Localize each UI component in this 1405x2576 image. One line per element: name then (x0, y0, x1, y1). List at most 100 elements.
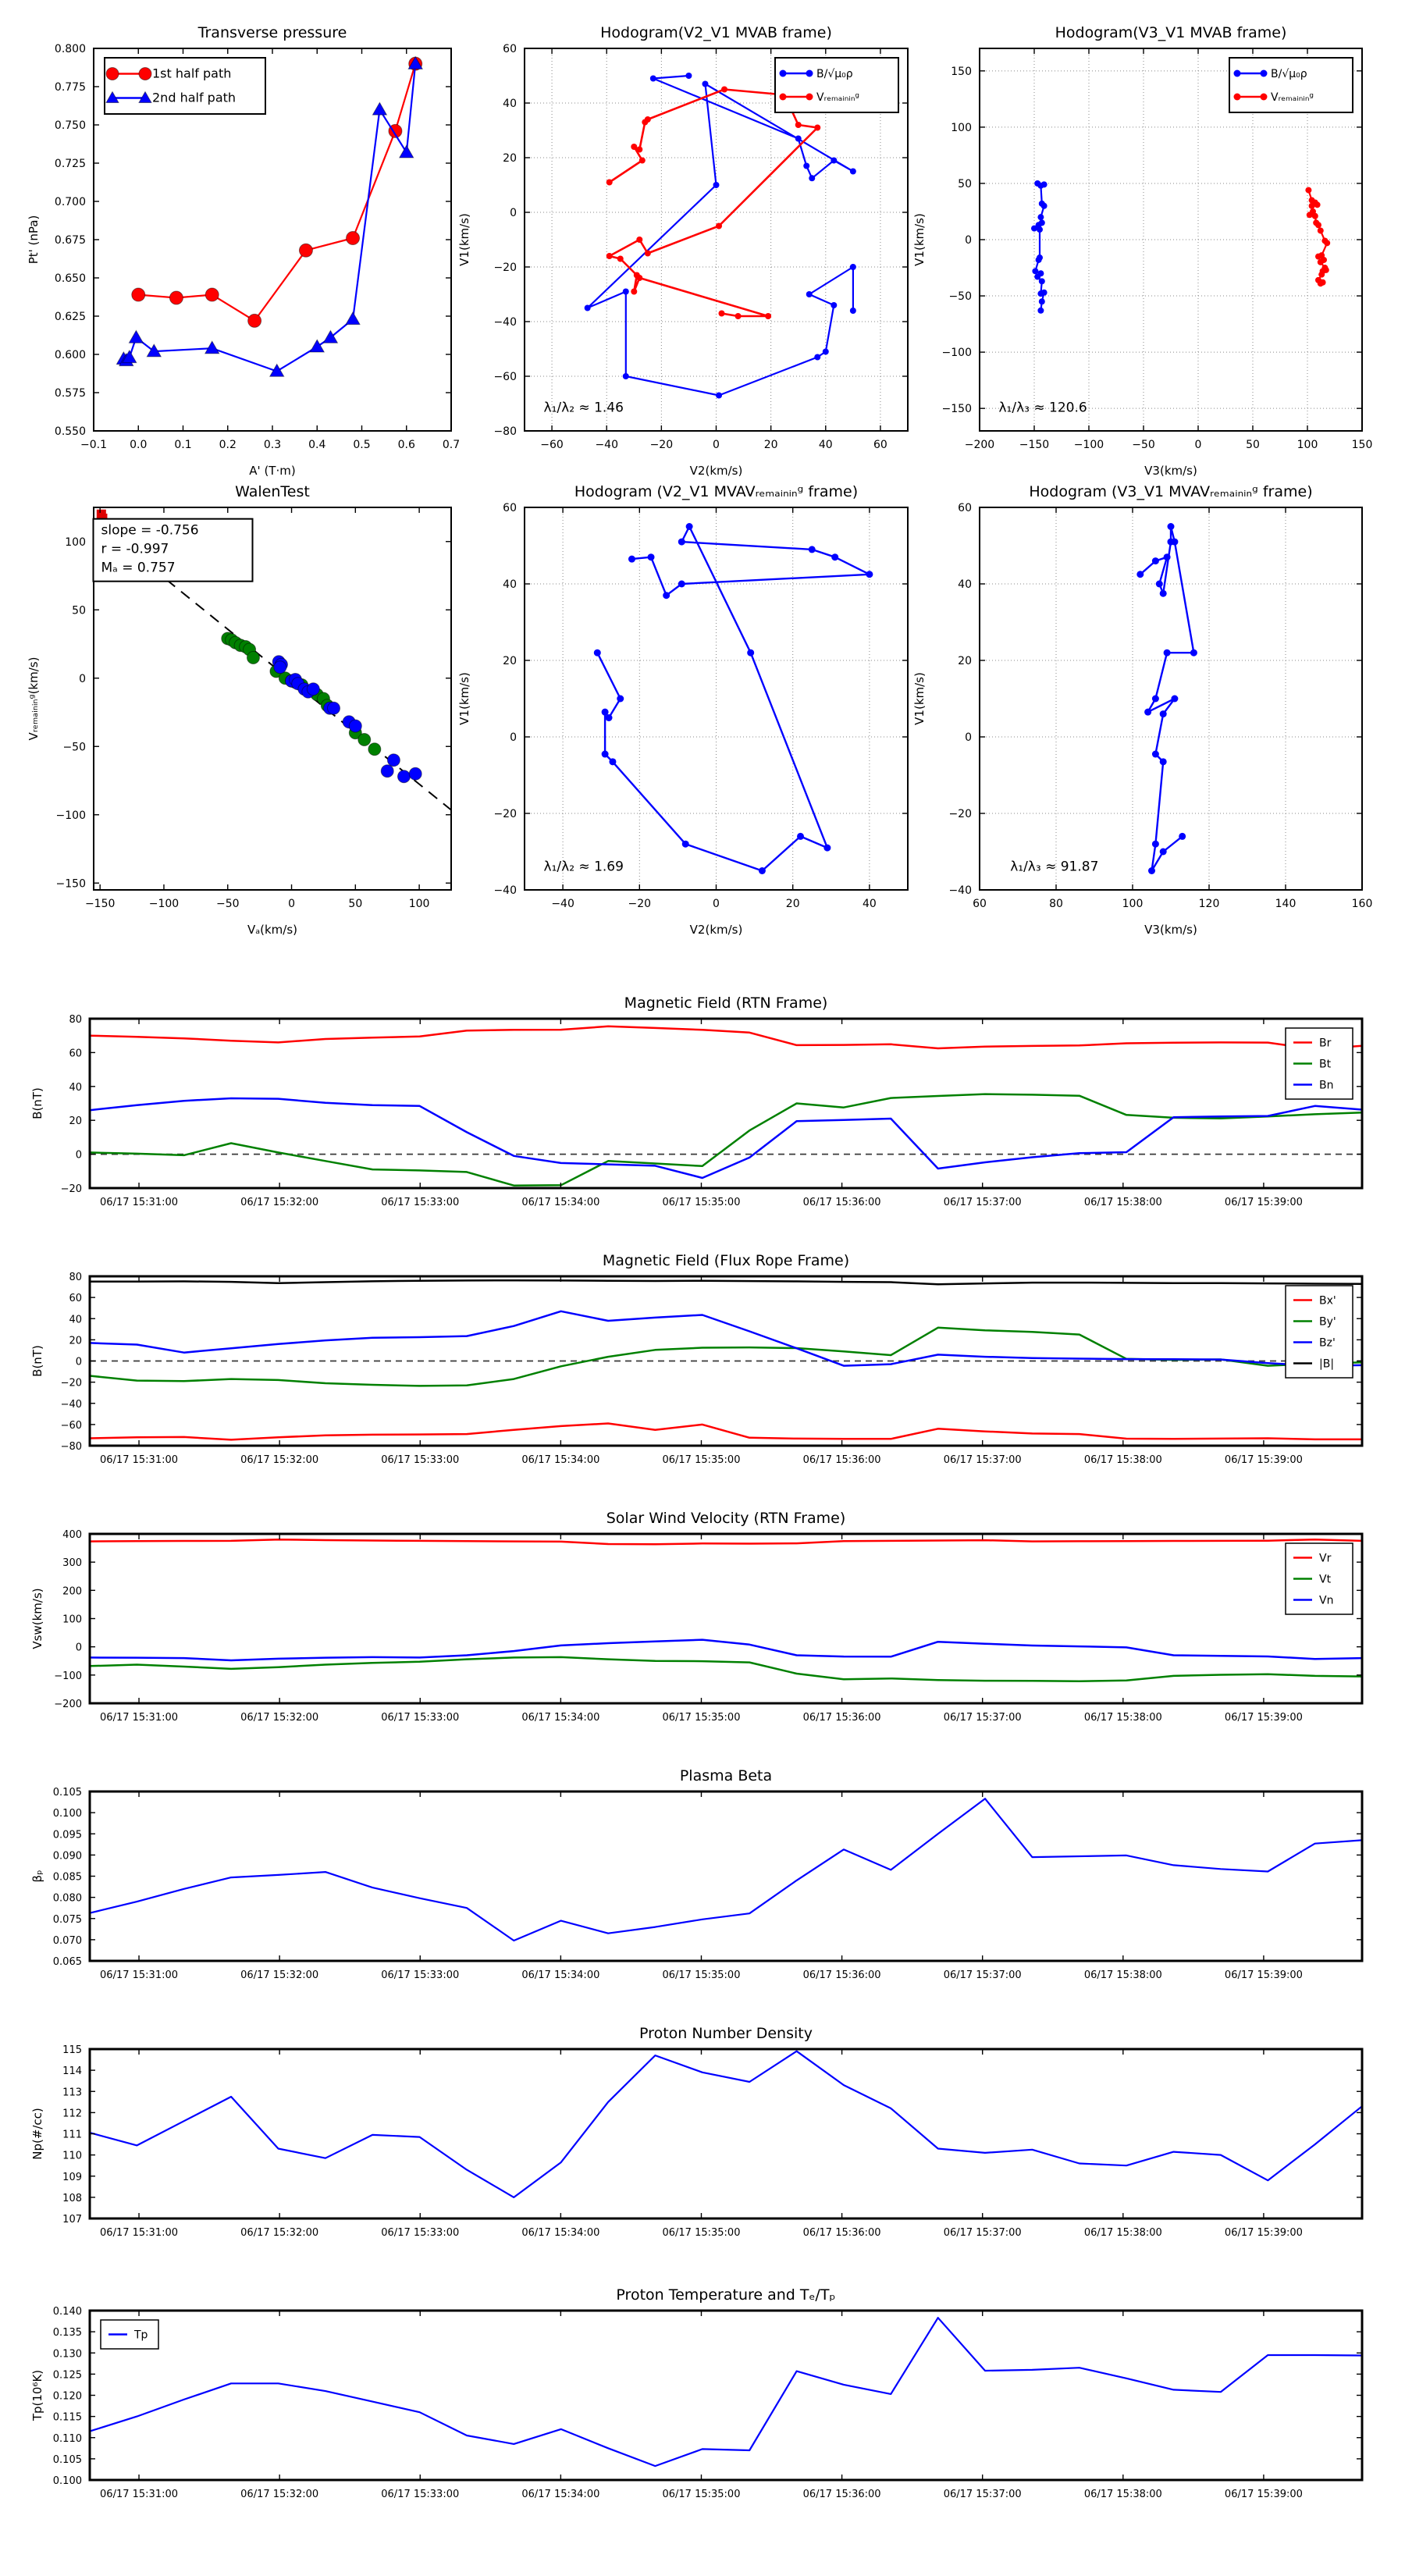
svg-text:λ₁/λ₃ ≈ 91.87: λ₁/λ₃ ≈ 91.87 (1010, 859, 1098, 875)
svg-text:06/17 15:38:00: 06/17 15:38:00 (1084, 1197, 1162, 1208)
svg-text:−40: −40 (493, 884, 517, 897)
svg-text:0: 0 (76, 1642, 82, 1654)
svg-text:Magnetic Field (Flux Rope Fram: Magnetic Field (Flux Rope Frame) (603, 1252, 849, 1269)
svg-text:60: 60 (958, 502, 972, 514)
svg-text:−40: −40 (551, 898, 574, 910)
svg-text:40: 40 (958, 578, 972, 591)
svg-text:06/17 15:32:00: 06/17 15:32:00 (240, 1969, 318, 1981)
svg-text:−60: −60 (540, 439, 564, 451)
svg-text:06/17 15:35:00: 06/17 15:35:00 (662, 2227, 740, 2239)
svg-text:0.095: 0.095 (53, 1829, 82, 1841)
svg-text:06/17 15:36:00: 06/17 15:36:00 (803, 1197, 881, 1208)
svg-text:06/17 15:31:00: 06/17 15:31:00 (100, 2489, 178, 2500)
svg-text:Plasma Beta: Plasma Beta (680, 1767, 772, 1784)
svg-text:−40: −40 (61, 1399, 82, 1411)
svg-text:06/17 15:37:00: 06/17 15:37:00 (944, 1712, 1022, 1724)
svg-text:06/17 15:38:00: 06/17 15:38:00 (1084, 1454, 1162, 1466)
chart-vsw-rtn: 06/17 15:31:00 06/17 15:32:00 06/17 15:33:… (30, 1510, 1364, 1724)
svg-text:40: 40 (69, 1082, 82, 1094)
svg-text:λ₁/λ₂ ≈ 1.46: λ₁/λ₂ ≈ 1.46 (544, 400, 624, 416)
svg-text:0.105: 0.105 (53, 2454, 82, 2466)
svg-text:06/17 15:31:00: 06/17 15:31:00 (100, 1454, 178, 1466)
svg-text:06/17 15:38:00: 06/17 15:38:00 (1084, 1712, 1162, 1724)
svg-text:−150: −150 (942, 403, 972, 415)
chart-plasma-beta: 06/17 15:31:00 06/17 15:32:00 06/17 15:33:… (30, 1767, 1364, 1981)
svg-text:slope = -0.756: slope = -0.756 (101, 523, 198, 539)
svg-text:Vt: Vt (1319, 1574, 1332, 1586)
svg-text:Vr: Vr (1319, 1553, 1332, 1565)
svg-text:200: 200 (62, 1585, 82, 1597)
svg-text:107: 107 (62, 2214, 82, 2226)
svg-text:100: 100 (951, 122, 972, 134)
chart-proton-temp: 06/17 15:31:00 06/17 15:32:00 06/17 15:33:… (30, 2286, 1364, 2500)
svg-text:06/17 15:36:00: 06/17 15:36:00 (803, 1969, 881, 1981)
svg-text:1st half path: 1st half path (152, 66, 231, 81)
svg-text:0: 0 (965, 731, 972, 744)
svg-text:0: 0 (76, 1357, 82, 1368)
svg-text:V1(km/s): V1(km/s) (912, 213, 927, 266)
svg-text:60: 60 (69, 1293, 82, 1304)
svg-text:−100: −100 (1074, 439, 1104, 451)
svg-text:06/17 15:39:00: 06/17 15:39:00 (1225, 1712, 1303, 1724)
svg-text:Tp: Tp (133, 2329, 148, 2342)
svg-text:0.130: 0.130 (53, 2348, 82, 2360)
svg-text:V1(km/s): V1(km/s) (457, 672, 471, 725)
svg-text:−200: −200 (965, 439, 994, 451)
svg-text:0.1: 0.1 (174, 439, 191, 451)
svg-text:120: 120 (1199, 898, 1220, 910)
svg-text:0.725: 0.725 (55, 158, 86, 170)
svg-text:300: 300 (62, 1557, 82, 1569)
svg-text:20: 20 (69, 1115, 82, 1127)
svg-text:0.650: 0.650 (55, 272, 86, 285)
svg-text:06/17 15:36:00: 06/17 15:36:00 (803, 2489, 881, 2500)
svg-text:Bn: Bn (1319, 1080, 1333, 1092)
svg-text:0: 0 (713, 439, 720, 451)
svg-text:Vᵣₑₘₐᵢₙᵢₙᵍ: Vᵣₑₘₐᵢₙᵢₙᵍ (1271, 91, 1314, 104)
chart-transverse-pressure: −0.1 0.0 0.1 0.2 0.3 0.4 0.5 0.6 0.7 0.550 0.575 0.… (27, 24, 460, 478)
svg-text:βₚ: βₚ (30, 1870, 44, 1883)
svg-text:Tp(10⁶K): Tp(10⁶K) (30, 2370, 44, 2421)
svg-text:0: 0 (510, 731, 517, 744)
svg-text:60: 60 (503, 502, 517, 514)
svg-text:−40: −40 (493, 316, 517, 329)
svg-text:111: 111 (62, 2129, 82, 2141)
svg-text:40: 40 (69, 1314, 82, 1325)
svg-text:0.125: 0.125 (53, 2369, 82, 2381)
svg-text:112: 112 (62, 2108, 82, 2119)
svg-text:Bt: Bt (1319, 1059, 1332, 1071)
svg-text:2nd half path: 2nd half path (152, 91, 236, 105)
svg-text:40: 40 (503, 98, 517, 110)
svg-text:Vₐ(km/s): Vₐ(km/s) (247, 923, 297, 937)
svg-text:−40: −40 (948, 884, 972, 897)
svg-text:B/√μ₀ρ: B/√μ₀ρ (816, 68, 853, 80)
svg-text:B(nT): B(nT) (30, 1345, 44, 1377)
svg-text:100: 100 (65, 536, 86, 549)
svg-text:06/17 15:37:00: 06/17 15:37:00 (944, 2227, 1022, 2239)
svg-text:−150: −150 (56, 877, 86, 890)
svg-text:−50: −50 (948, 290, 972, 303)
svg-text:0.700: 0.700 (55, 196, 86, 208)
svg-text:−50: −50 (62, 741, 86, 753)
svg-text:06/17 15:31:00: 06/17 15:31:00 (100, 1712, 178, 1724)
svg-text:06/17 15:36:00: 06/17 15:36:00 (803, 1712, 881, 1724)
svg-text:Solar Wind Velocity (RTN Frame: Solar Wind Velocity (RTN Frame) (606, 1510, 846, 1527)
svg-text:V2(km/s): V2(km/s) (690, 923, 743, 937)
svg-text:110: 110 (62, 2151, 82, 2162)
svg-text:80: 80 (69, 1272, 82, 1283)
svg-text:0.080: 0.080 (53, 1893, 82, 1905)
svg-text:06/17 15:39:00: 06/17 15:39:00 (1225, 1969, 1303, 1981)
svg-text:0: 0 (79, 673, 86, 685)
svg-text:06/17 15:33:00: 06/17 15:33:00 (381, 2489, 459, 2500)
svg-text:Br: Br (1319, 1037, 1332, 1050)
svg-text:0.575: 0.575 (55, 387, 86, 400)
svg-text:60: 60 (973, 898, 987, 910)
svg-text:114: 114 (62, 2065, 82, 2077)
svg-text:Transverse pressure: Transverse pressure (197, 24, 347, 41)
chart-b-rtn: 06/17 15:31:00 06/17 15:32:00 06/17 15:33:… (30, 994, 1364, 1208)
svg-text:06/17 15:39:00: 06/17 15:39:00 (1225, 2227, 1303, 2239)
svg-text:V1(km/s): V1(km/s) (912, 672, 927, 725)
svg-text:06/17 15:34:00: 06/17 15:34:00 (521, 2489, 599, 2500)
svg-text:06/17 15:33:00: 06/17 15:33:00 (381, 1197, 459, 1208)
svg-text:B/√μ₀ρ: B/√μ₀ρ (1271, 68, 1307, 80)
svg-text:06/17 15:38:00: 06/17 15:38:00 (1084, 2227, 1162, 2239)
